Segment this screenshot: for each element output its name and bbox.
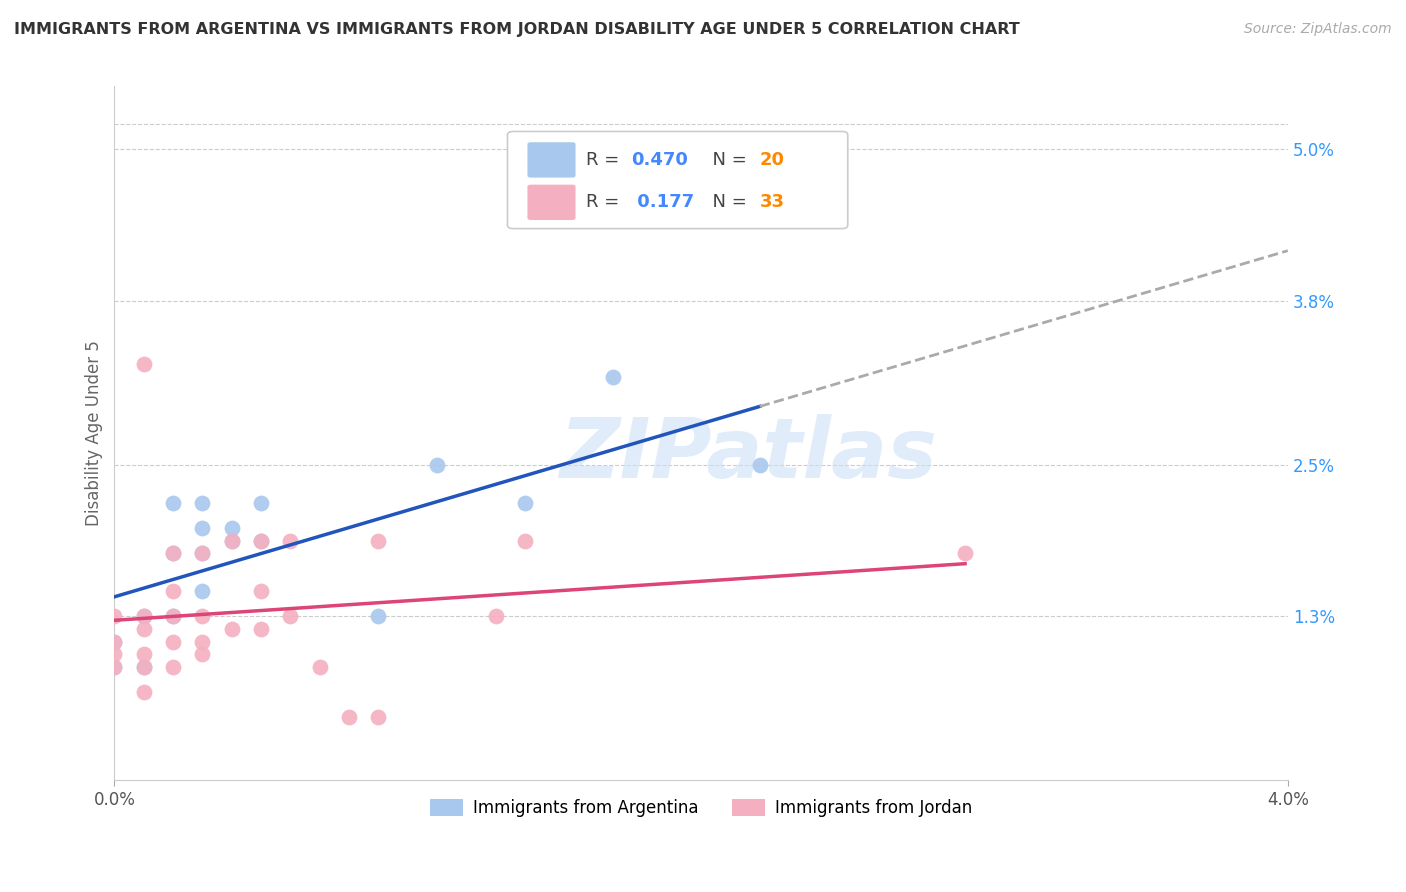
Point: [513, 533, 536, 548]
FancyBboxPatch shape: [527, 142, 575, 178]
Point: [250, 584, 273, 599]
Point: [367, 533, 389, 548]
Text: R =: R =: [586, 151, 631, 169]
Point: [191, 647, 214, 661]
Point: [162, 609, 184, 624]
Text: Source: ZipAtlas.com: Source: ZipAtlas.com: [1244, 22, 1392, 37]
Point: [132, 357, 155, 371]
Point: [367, 609, 389, 624]
Point: [191, 521, 214, 535]
Point: [367, 710, 389, 724]
Point: [953, 546, 976, 560]
Point: [485, 609, 508, 624]
Point: [132, 685, 155, 699]
Text: IMMIGRANTS FROM ARGENTINA VS IMMIGRANTS FROM JORDAN DISABILITY AGE UNDER 5 CORRE: IMMIGRANTS FROM ARGENTINA VS IMMIGRANTS …: [14, 22, 1019, 37]
Legend: Immigrants from Argentina, Immigrants from Jordan: Immigrants from Argentina, Immigrants fr…: [423, 792, 979, 824]
Point: [132, 609, 155, 624]
FancyBboxPatch shape: [527, 185, 575, 220]
Point: [191, 496, 214, 510]
Point: [191, 546, 214, 560]
Text: 0.470: 0.470: [631, 151, 688, 169]
Point: [191, 584, 214, 599]
Text: 20: 20: [759, 151, 785, 169]
Point: [162, 584, 184, 599]
Point: [103, 609, 125, 624]
Point: [221, 533, 243, 548]
Point: [132, 659, 155, 673]
Text: N =: N =: [702, 151, 752, 169]
Point: [132, 659, 155, 673]
Text: 33: 33: [759, 194, 785, 211]
Point: [513, 496, 536, 510]
Point: [103, 634, 125, 648]
Point: [162, 546, 184, 560]
Point: [221, 521, 243, 535]
Point: [132, 622, 155, 636]
Point: [162, 496, 184, 510]
Point: [280, 533, 302, 548]
Text: ZIPatlas: ZIPatlas: [560, 414, 936, 495]
Point: [103, 647, 125, 661]
FancyBboxPatch shape: [508, 131, 848, 228]
Point: [162, 659, 184, 673]
Point: [250, 622, 273, 636]
Point: [162, 609, 184, 624]
Point: [602, 369, 624, 384]
Point: [191, 546, 214, 560]
Point: [132, 647, 155, 661]
Y-axis label: Disability Age Under 5: Disability Age Under 5: [86, 341, 103, 526]
Point: [250, 533, 273, 548]
Point: [191, 609, 214, 624]
Point: [250, 533, 273, 548]
Text: N =: N =: [702, 194, 752, 211]
Text: R =: R =: [586, 194, 631, 211]
Point: [162, 546, 184, 560]
Point: [103, 659, 125, 673]
Point: [103, 634, 125, 648]
Point: [162, 634, 184, 648]
Text: 0.177: 0.177: [631, 194, 693, 211]
Point: [191, 634, 214, 648]
Point: [221, 533, 243, 548]
Point: [308, 659, 330, 673]
Point: [221, 622, 243, 636]
Point: [103, 659, 125, 673]
Point: [250, 496, 273, 510]
Point: [748, 458, 770, 472]
Point: [132, 609, 155, 624]
Point: [280, 609, 302, 624]
Point: [426, 458, 449, 472]
Point: [337, 710, 360, 724]
